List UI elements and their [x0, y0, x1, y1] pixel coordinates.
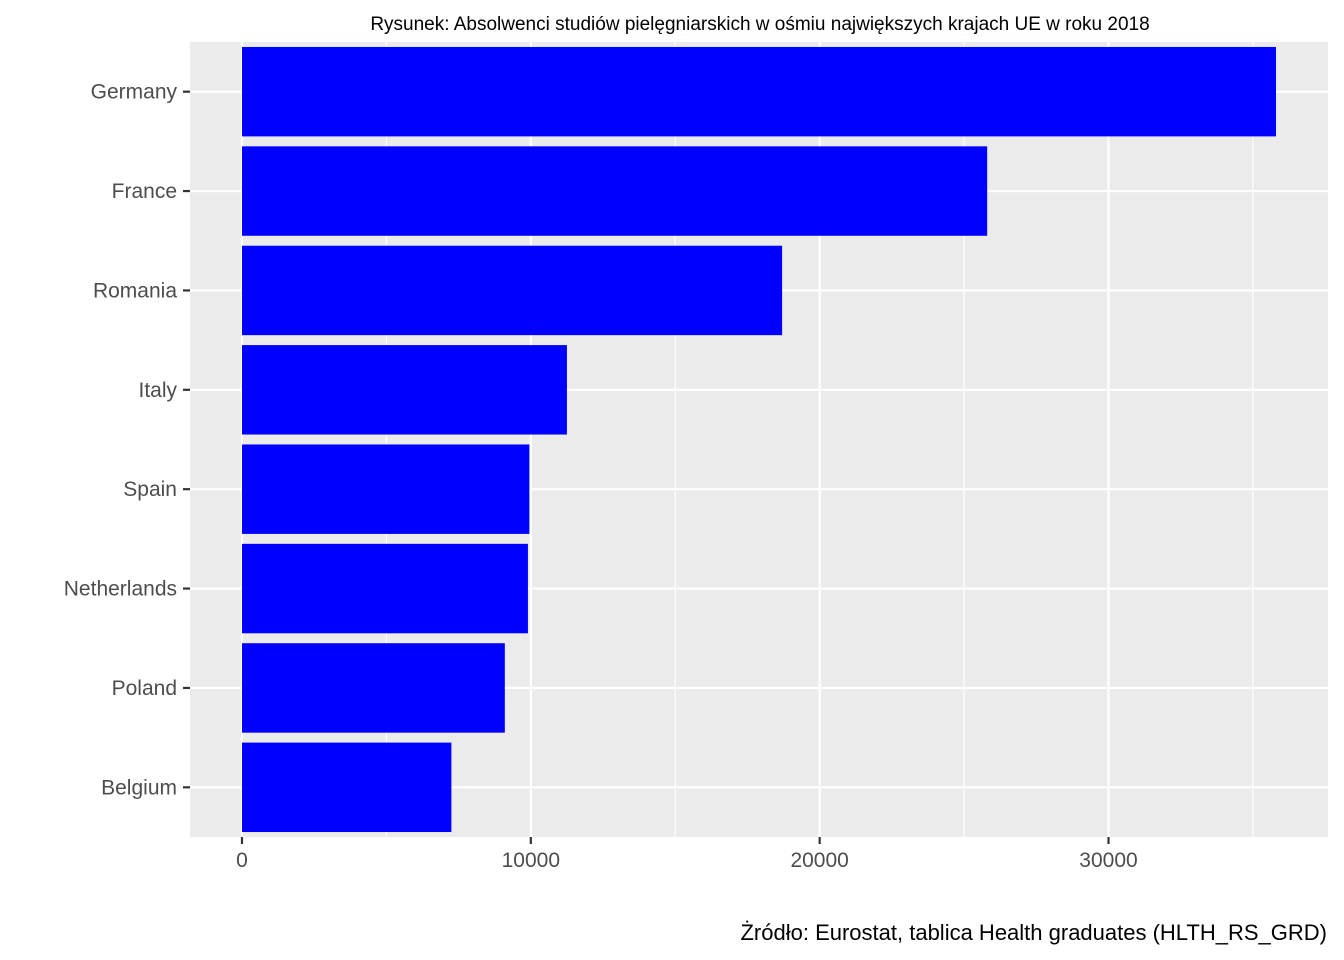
bar-germany — [241, 46, 1277, 137]
y-tick-label: Germany — [91, 81, 178, 104]
chart-caption: Żródło: Eurostat, tablica Health graduat… — [740, 920, 1327, 945]
x-tick-label: 0 — [236, 849, 248, 872]
y-tick-label: Italy — [138, 379, 177, 402]
y-tick-label: Netherlands — [64, 578, 177, 601]
bar-spain — [241, 444, 530, 534]
x-axis: 0 10000 20000 30000 — [236, 837, 1138, 872]
y-tick-label: France — [112, 180, 177, 203]
bar-belgium — [241, 742, 452, 833]
y-axis: Germany France Romania Italy Spain Netherland… — [64, 81, 190, 799]
y-tick-label: Poland — [112, 677, 177, 700]
bar-france — [241, 146, 988, 236]
y-tick-label: Romania — [93, 279, 177, 302]
y-tick-label: Spain — [123, 478, 177, 501]
x-tick-label: 30000 — [1079, 849, 1137, 872]
bar-poland — [241, 643, 505, 733]
x-tick-label: 10000 — [502, 849, 560, 872]
bar-romania — [241, 245, 783, 336]
bars — [241, 46, 1277, 833]
x-tick-label: 20000 — [790, 849, 848, 872]
bar-netherlands — [241, 543, 528, 634]
bar-italy — [241, 345, 567, 435]
y-tick-label: Belgium — [101, 776, 177, 799]
chart-title: Rysunek: Absolwenci studiów pielęgniarsk… — [370, 14, 1149, 35]
